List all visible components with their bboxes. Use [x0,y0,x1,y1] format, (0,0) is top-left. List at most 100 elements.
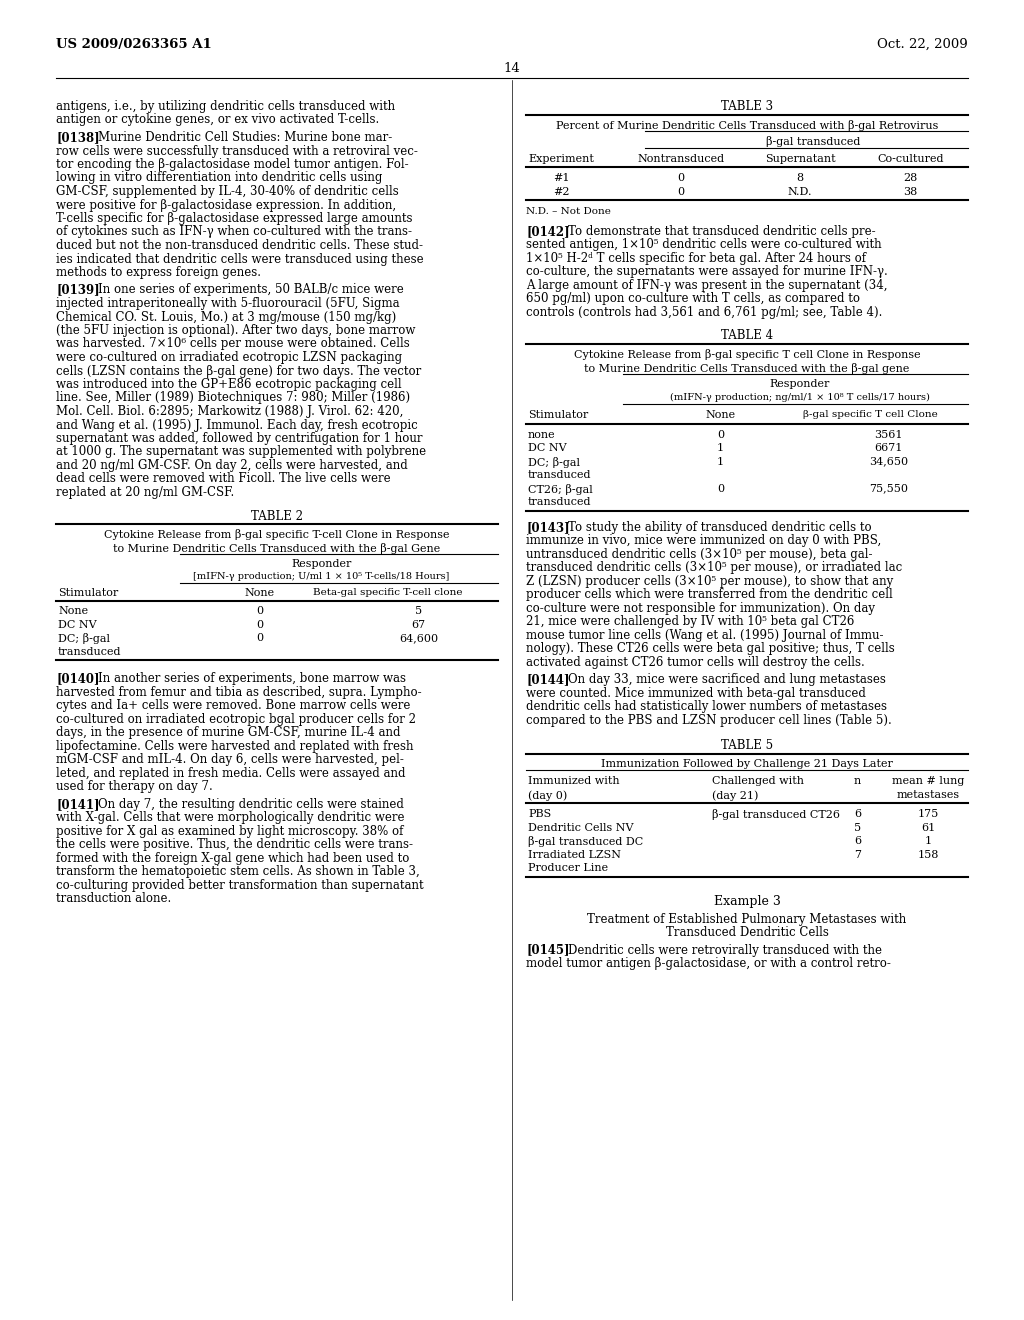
Text: Z (LZSN) producer cells (3×10⁵ per mouse), to show that any: Z (LZSN) producer cells (3×10⁵ per mouse… [526,574,893,587]
Text: [0141]: [0141] [56,799,99,810]
Text: producer cells which were transferred from the dendritic cell: producer cells which were transferred fr… [526,589,893,601]
Text: 3561: 3561 [874,429,903,440]
Text: TABLE 5: TABLE 5 [721,739,773,752]
Text: Cytokine Release from β-gal specific T cell Clone in Response: Cytokine Release from β-gal specific T c… [573,350,921,360]
Text: controls (controls had 3,561 and 6,761 pg/ml; see, Table 4).: controls (controls had 3,561 and 6,761 p… [526,306,883,319]
Text: injected intraperitoneally with 5-fluorouracil (5FU, Sigma: injected intraperitoneally with 5-fluoro… [56,297,399,310]
Text: In another series of experiments, bone marrow was: In another series of experiments, bone m… [98,672,406,685]
Text: cells (LZSN contains the β-gal gene) for two days. The vector: cells (LZSN contains the β-gal gene) for… [56,364,421,378]
Text: 1: 1 [717,444,724,453]
Text: [mIFN-γ production; U/ml 1 × 10⁵ T-cells/18 Hours]: [mIFN-γ production; U/ml 1 × 10⁵ T-cells… [193,572,450,581]
Text: β-gal transduced: β-gal transduced [766,136,860,148]
Text: β-gal transduced DC: β-gal transduced DC [528,837,643,847]
Text: co-culturing provided better transformation than supernatant: co-culturing provided better transformat… [56,879,424,892]
Text: In one series of experiments, 50 BALB/c mice were: In one series of experiments, 50 BALB/c … [98,284,403,297]
Text: 38: 38 [903,187,918,197]
Text: Transduced Dendritic Cells: Transduced Dendritic Cells [666,927,828,939]
Text: lipofectamine. Cells were harvested and replated with fresh: lipofectamine. Cells were harvested and … [56,741,414,752]
Text: Immunization Followed by Challenge 21 Days Later: Immunization Followed by Challenge 21 Da… [601,759,893,770]
Text: (the 5FU injection is optional). After two days, bone marrow: (the 5FU injection is optional). After t… [56,323,416,337]
Text: Example 3: Example 3 [714,895,780,908]
Text: 650 pg/ml) upon co-culture with T cells, as compared to: 650 pg/ml) upon co-culture with T cells,… [526,292,860,305]
Text: cytes and Ia+ cells were removed. Bone marrow cells were: cytes and Ia+ cells were removed. Bone m… [56,700,411,713]
Text: methods to express foreign genes.: methods to express foreign genes. [56,267,261,279]
Text: TABLE 4: TABLE 4 [721,330,773,342]
Text: row cells were successfully transduced with a retroviral vec-: row cells were successfully transduced w… [56,144,418,157]
Text: 8: 8 [797,173,804,183]
Text: To study the ability of transduced dendritic cells to: To study the ability of transduced dendr… [568,520,871,533]
Text: dead cells were removed with Ficoll. The live cells were: dead cells were removed with Ficoll. The… [56,473,390,486]
Text: replated at 20 ng/ml GM-CSF.: replated at 20 ng/ml GM-CSF. [56,486,234,499]
Text: 0: 0 [256,606,263,616]
Text: supernatant was added, followed by centrifugation for 1 hour: supernatant was added, followed by centr… [56,432,423,445]
Text: CT26; β-gal: CT26; β-gal [528,483,593,495]
Text: PBS: PBS [528,809,551,820]
Text: ies indicated that dendritic cells were transduced using these: ies indicated that dendritic cells were … [56,252,424,265]
Text: 28: 28 [903,173,918,183]
Text: 6: 6 [854,837,861,846]
Text: 0: 0 [717,483,724,494]
Text: lowing in vitro differentiation into dendritic cells using: lowing in vitro differentiation into den… [56,172,382,185]
Text: DC NV: DC NV [58,620,96,630]
Text: co-culture, the supernatants were assayed for murine IFN-γ.: co-culture, the supernatants were assaye… [526,265,888,279]
Text: transduced: transduced [528,498,592,507]
Text: Stimulator: Stimulator [58,587,118,598]
Text: used for therapy on day 7.: used for therapy on day 7. [56,780,213,793]
Text: Percent of Murine Dendritic Cells Transduced with β-gal Retrovirus: Percent of Murine Dendritic Cells Transd… [556,120,938,131]
Text: Co-cultured: Co-cultured [878,154,944,164]
Text: antigens, i.e., by utilizing dendritic cells transduced with: antigens, i.e., by utilizing dendritic c… [56,100,395,114]
Text: line. See, Miller (1989) Biotechniques 7: 980; Miller (1986): line. See, Miller (1989) Biotechniques 7… [56,392,411,404]
Text: (day 21): (day 21) [712,789,758,800]
Text: US 2009/0263365 A1: US 2009/0263365 A1 [56,38,212,51]
Text: (mIFN-γ production; ng/ml/1 × 10⁸ T cells/17 hours): (mIFN-γ production; ng/ml/1 × 10⁸ T cell… [670,392,930,401]
Text: 158: 158 [918,850,939,859]
Text: Producer Line: Producer Line [528,863,608,874]
Text: [0144]: [0144] [526,673,569,686]
Text: Chemical CO. St. Louis, Mo.) at 3 mg/mouse (150 mg/kg): Chemical CO. St. Louis, Mo.) at 3 mg/mou… [56,310,396,323]
Text: co-culture were not responsible for immunization). On day: co-culture were not responsible for immu… [526,602,874,615]
Text: were positive for β-galactosidase expression. In addition,: were positive for β-galactosidase expres… [56,198,396,211]
Text: dendritic cells had statistically lower numbers of metastases: dendritic cells had statistically lower … [526,700,887,713]
Text: Treatment of Established Pulmonary Metastases with: Treatment of Established Pulmonary Metas… [588,912,906,925]
Text: formed with the foreign X-gal gene which had been used to: formed with the foreign X-gal gene which… [56,851,410,865]
Text: metastases: metastases [897,789,959,800]
Text: [0143]: [0143] [526,520,569,533]
Text: Supernatant: Supernatant [765,154,836,164]
Text: 0: 0 [677,187,684,197]
Text: β-gal transduced CT26: β-gal transduced CT26 [712,809,840,821]
Text: model tumor antigen β-galactosidase, or with a control retro-: model tumor antigen β-galactosidase, or … [526,957,891,970]
Text: Responder: Responder [291,558,351,569]
Text: Dendritic Cells NV: Dendritic Cells NV [528,822,634,833]
Text: 67: 67 [412,620,426,630]
Text: none: none [528,429,556,440]
Text: sented antigen, 1×10⁵ dendritic cells were co-cultured with: sented antigen, 1×10⁵ dendritic cells we… [526,239,882,251]
Text: #1: #1 [553,173,569,183]
Text: were counted. Mice immunized with beta-gal transduced: were counted. Mice immunized with beta-g… [526,686,866,700]
Text: nology). These CT26 cells were beta gal positive; thus, T cells: nology). These CT26 cells were beta gal … [526,642,895,655]
Text: days, in the presence of murine GM-CSF, murine IL-4 and: days, in the presence of murine GM-CSF, … [56,726,400,739]
Text: 1: 1 [717,457,724,467]
Text: transduced: transduced [528,470,592,480]
Text: GM-CSF, supplemented by IL-4, 30-40% of dendritic cells: GM-CSF, supplemented by IL-4, 30-40% of … [56,185,398,198]
Text: positive for X gal as examined by light microscopy. 38% of: positive for X gal as examined by light … [56,825,403,838]
Text: 34,650: 34,650 [869,457,908,467]
Text: harvested from femur and tibia as described, supra. Lympho-: harvested from femur and tibia as descri… [56,686,422,700]
Text: T-cells specific for β-galactosidase expressed large amounts: T-cells specific for β-galactosidase exp… [56,213,413,224]
Text: mouse tumor line cells (Wang et al. (1995) Journal of Immu-: mouse tumor line cells (Wang et al. (199… [526,628,884,642]
Text: 14: 14 [504,62,520,75]
Text: were co-cultured on irradiated ecotropic LZSN packaging: were co-cultured on irradiated ecotropic… [56,351,402,364]
Text: DC; β-gal: DC; β-gal [528,457,580,467]
Text: Challenged with: Challenged with [712,776,804,787]
Text: Nontransduced: Nontransduced [637,154,724,164]
Text: None: None [706,411,735,420]
Text: transduced: transduced [58,647,122,657]
Text: [0145]: [0145] [526,944,569,957]
Text: 0: 0 [717,429,724,440]
Text: compared to the PBS and LZSN producer cell lines (Table 5).: compared to the PBS and LZSN producer ce… [526,714,892,726]
Text: [0139]: [0139] [56,284,99,297]
Text: Responder: Responder [770,379,830,389]
Text: 7: 7 [854,850,861,859]
Text: None: None [58,606,88,616]
Text: DC NV: DC NV [528,444,566,453]
Text: A large amount of IFN-γ was present in the supernatant (34,: A large amount of IFN-γ was present in t… [526,279,888,292]
